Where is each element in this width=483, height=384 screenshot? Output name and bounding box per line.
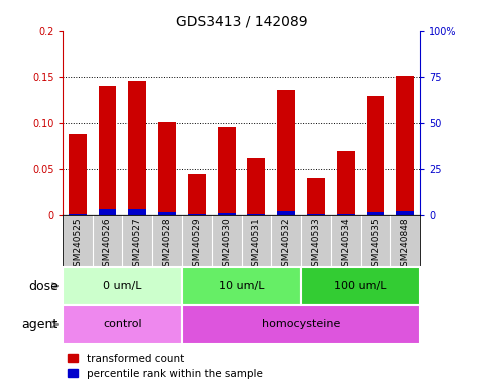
Bar (301, 267, 420, 305)
Bar (63, 267, 182, 305)
Bar (182, 267, 301, 305)
Bar (218, 127, 236, 215)
Bar (128, 81, 146, 215)
Text: GSM240531: GSM240531 (252, 218, 261, 272)
Bar (307, 178, 325, 215)
Text: GSM240528: GSM240528 (163, 218, 171, 272)
Bar (367, 96, 384, 215)
Bar (63, 305, 182, 344)
Legend: transformed count, percentile rank within the sample: transformed count, percentile rank withi… (68, 354, 263, 379)
Text: 0 um/L: 0 um/L (103, 281, 142, 291)
Bar (99, 209, 116, 215)
Bar (367, 212, 384, 215)
Bar (307, 214, 325, 215)
Text: 100 um/L: 100 um/L (334, 281, 387, 291)
Bar (158, 212, 176, 215)
Text: GSM240533: GSM240533 (312, 218, 320, 272)
Text: GSM240532: GSM240532 (282, 218, 291, 272)
Text: dose: dose (28, 280, 58, 293)
Text: GSM240848: GSM240848 (401, 218, 410, 272)
Text: GSM240529: GSM240529 (192, 218, 201, 272)
Bar (158, 122, 176, 215)
Text: GSM240525: GSM240525 (73, 218, 82, 272)
Bar (188, 174, 206, 215)
Bar (218, 213, 236, 215)
Bar (182, 305, 420, 344)
Text: control: control (103, 319, 142, 329)
Bar (188, 214, 206, 215)
Text: GSM240534: GSM240534 (341, 218, 350, 272)
Text: agent: agent (22, 318, 58, 331)
Bar (337, 214, 355, 215)
Bar (337, 151, 355, 215)
Text: homocysteine: homocysteine (262, 319, 340, 329)
Bar (277, 210, 295, 215)
Bar (247, 158, 265, 215)
Bar (277, 90, 295, 215)
Bar (69, 134, 86, 215)
Bar (397, 76, 414, 215)
Bar (69, 214, 86, 215)
Bar (99, 86, 116, 215)
Text: GSM240526: GSM240526 (103, 218, 112, 272)
Title: GDS3413 / 142089: GDS3413 / 142089 (176, 14, 307, 28)
Bar (247, 214, 265, 215)
Text: GSM240527: GSM240527 (133, 218, 142, 272)
Text: GSM240530: GSM240530 (222, 218, 231, 272)
Bar (128, 209, 146, 215)
Text: GSM240535: GSM240535 (371, 218, 380, 272)
Text: 10 um/L: 10 um/L (219, 281, 264, 291)
Bar (397, 210, 414, 215)
